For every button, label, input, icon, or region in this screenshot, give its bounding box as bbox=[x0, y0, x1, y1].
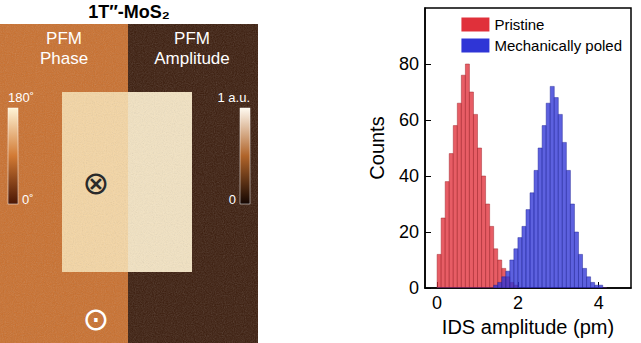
svg-text:Pristine: Pristine bbox=[494, 16, 544, 33]
svg-text:Phase: Phase bbox=[40, 49, 88, 68]
svg-text:Mechanically poled: Mechanically poled bbox=[494, 37, 622, 54]
svg-text:0: 0 bbox=[229, 192, 236, 207]
svg-text:180˚: 180˚ bbox=[8, 90, 34, 105]
svg-text:1 a.u.: 1 a.u. bbox=[217, 90, 250, 105]
svg-text:1T″-MoS₂: 1T″-MoS₂ bbox=[88, 2, 170, 22]
svg-text:PFM: PFM bbox=[46, 29, 82, 48]
svg-text:Amplitude: Amplitude bbox=[154, 49, 230, 68]
svg-text:4: 4 bbox=[594, 293, 604, 313]
svg-text:0: 0 bbox=[432, 293, 442, 313]
svg-text:⊗: ⊗ bbox=[83, 164, 110, 202]
svg-text:80: 80 bbox=[399, 54, 419, 74]
svg-text:40: 40 bbox=[399, 166, 419, 186]
svg-text:2: 2 bbox=[513, 293, 523, 313]
svg-text:0˚: 0˚ bbox=[22, 192, 34, 207]
svg-text:0: 0 bbox=[409, 278, 419, 298]
svg-text:Counts: Counts bbox=[366, 116, 388, 179]
svg-text:20: 20 bbox=[399, 222, 419, 242]
svg-text:60: 60 bbox=[399, 110, 419, 130]
svg-text:⊙: ⊙ bbox=[83, 300, 110, 338]
svg-text:PFM: PFM bbox=[174, 29, 210, 48]
svg-text:IDS amplitude (pm): IDS amplitude (pm) bbox=[442, 316, 614, 338]
